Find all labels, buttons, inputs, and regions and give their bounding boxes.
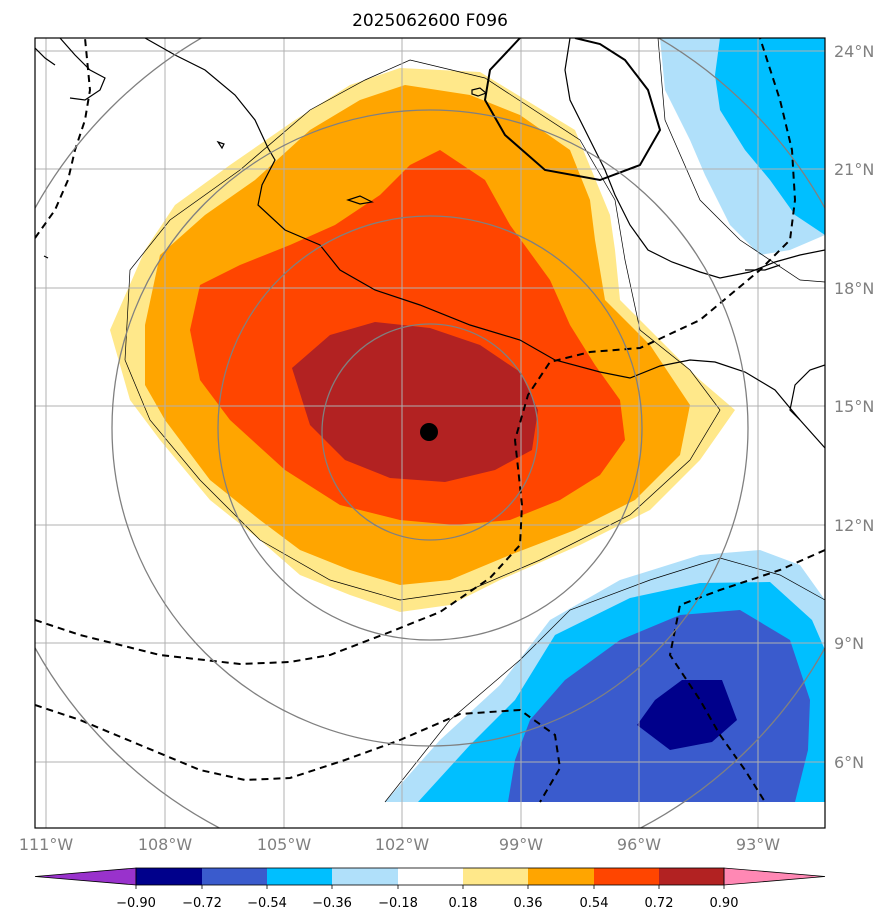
coastline-campeche: [745, 264, 781, 271]
range-ring-3: [111, 109, 749, 747]
colorbar-swatch-1: [136, 868, 202, 885]
coastline-baja-west: [35, 47, 56, 66]
colorbar-label-0.72: 0.72: [645, 896, 674, 911]
lat-label-6n: 6°N: [834, 753, 864, 772]
outline-contour-negative-north: [657, 38, 825, 283]
map-title: 2025062600 F096: [352, 11, 508, 31]
longitude-labels: 111°W 108°W 105°W 102°W 99°W 96°W 93°W: [19, 835, 780, 854]
range-ring-2: [217, 215, 643, 641]
coastline-mexico-pacific: [144, 38, 825, 449]
colorbar-extend-low: [34, 867, 137, 886]
lon-label-93w: 93°W: [736, 835, 780, 854]
map-frame: [34, 37, 826, 829]
range-ring-1: [321, 323, 539, 541]
colorbar-label-neg0.36: −0.36: [312, 896, 352, 911]
range-rings: [35, 38, 825, 828]
map-area: [35, 38, 825, 828]
dashed-contours: [35, 38, 825, 803]
lat-label-24n: 24°N: [834, 42, 874, 61]
colorbar-label-neg0.72: −0.72: [182, 896, 222, 911]
dashed-contour-c: [668, 549, 825, 803]
graticule: [35, 38, 825, 828]
coastline-lake-chapala: [471, 87, 488, 97]
colorbar-swatch-4: [332, 868, 398, 885]
colorbar-label-neg0.18: −0.18: [378, 896, 418, 911]
outline-contour-negative-south: [384, 557, 825, 803]
colorbar-label-neg0.54: −0.54: [247, 896, 287, 911]
dashed-contour-d: [35, 38, 92, 239]
lon-label-99w: 99°W: [499, 835, 543, 854]
lon-label-102w: 102°W: [375, 835, 430, 854]
lon-label-108w: 108°W: [138, 835, 193, 854]
colorbar-swatch-6: [463, 868, 528, 885]
colorbar-label-0.90: 0.90: [710, 896, 739, 911]
lat-label-15n: 15°N: [834, 397, 874, 416]
colorbar-ticks: [135, 885, 725, 889]
colorbar-frame: [135, 867, 725, 886]
coastline-baja-tip: [59, 38, 106, 101]
colorbar-extend-high: [723, 867, 826, 886]
colorbar-swatch-9: [659, 868, 724, 885]
lon-label-96w: 96°W: [617, 835, 661, 854]
outline-contours: [124, 38, 825, 803]
colorbar-swatch-8: [594, 868, 659, 885]
negative-anomaly-fill-north: [660, 38, 825, 255]
colorbar-swatch-3: [267, 868, 332, 885]
coastline-small-island: [216, 140, 225, 150]
colorbar-label-0.54: 0.54: [580, 896, 609, 911]
latitude-labels: 24°N 21°N 18°N 15°N 12°N 9°N 6°N: [834, 42, 874, 772]
dashed-contour-b: [35, 704, 562, 803]
colorbar-swatch-5: [398, 868, 463, 885]
coastline-small-islet: [43, 255, 49, 259]
anomaly-fill-neg0.36-north: [715, 38, 825, 235]
lat-label-9n: 9°N: [834, 634, 864, 653]
lat-label-12n: 12°N: [834, 516, 874, 535]
lat-label-21n: 21°N: [834, 160, 874, 179]
dashed-contour-a: [35, 38, 797, 666]
anomaly-fill-neg0.72-south: [637, 680, 737, 750]
colorbar-swatch-7: [528, 868, 594, 885]
coastline-islas-marias: [346, 195, 374, 205]
coastline-yucatan: [789, 364, 825, 421]
coastline-gulf-of-mexico: [564, 38, 825, 279]
lat-label-18n: 18°N: [834, 279, 874, 298]
anomaly-fill-0.72: [292, 322, 538, 482]
lon-label-105w: 105°W: [257, 835, 312, 854]
positive-anomaly-fill: [110, 68, 735, 612]
colorbar-label-neg0.90: −0.90: [116, 896, 156, 911]
colorbar-label-0.18: 0.18: [449, 896, 478, 911]
outline-contour-positive: [124, 59, 721, 601]
coastline: [35, 38, 825, 449]
storm-center-marker: [420, 423, 438, 441]
colorbar-label-0.36: 0.36: [514, 896, 543, 911]
colorbar-swatch-2: [202, 868, 267, 885]
colorbar: −0.90 −0.72 −0.54 −0.36 −0.18 0.18 0.36 …: [34, 867, 826, 911]
lon-label-111w: 111°W: [19, 835, 74, 854]
